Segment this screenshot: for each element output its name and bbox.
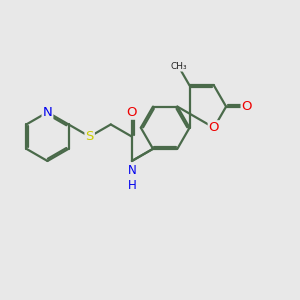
Text: S: S [85,130,94,143]
Text: N: N [43,106,52,119]
Text: N
H: N H [128,164,136,192]
Text: O: O [127,106,137,119]
Text: N
H: N H [128,166,136,194]
Text: CH₃: CH₃ [170,62,187,71]
Text: O: O [209,121,219,134]
Text: O: O [242,100,252,113]
